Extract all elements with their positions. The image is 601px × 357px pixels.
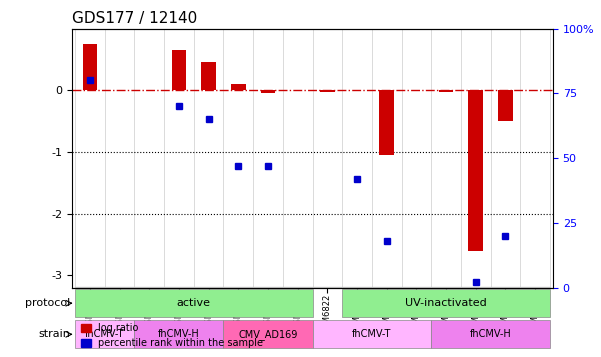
Text: fhCMV-H: fhCMV-H — [470, 329, 511, 339]
Bar — [439, 90, 454, 92]
FancyBboxPatch shape — [313, 320, 432, 348]
Bar — [201, 62, 216, 90]
Text: fhCMV-T: fhCMV-T — [85, 329, 124, 339]
Text: CMV_AD169: CMV_AD169 — [239, 329, 297, 340]
Bar — [498, 90, 513, 121]
Text: GDS177 / 12140: GDS177 / 12140 — [72, 11, 197, 26]
Bar — [320, 90, 335, 92]
FancyBboxPatch shape — [432, 320, 550, 348]
Bar — [231, 84, 246, 90]
Legend: log ratio, percentile rank within the sample: log ratio, percentile rank within the sa… — [77, 320, 267, 352]
Text: UV-inactivated: UV-inactivated — [405, 298, 487, 308]
Text: strain: strain — [38, 329, 71, 339]
FancyBboxPatch shape — [75, 289, 313, 317]
FancyBboxPatch shape — [342, 289, 550, 317]
Bar — [468, 90, 483, 251]
FancyBboxPatch shape — [224, 320, 313, 348]
FancyBboxPatch shape — [75, 320, 135, 348]
FancyBboxPatch shape — [135, 320, 224, 348]
Text: fhCMV-H: fhCMV-H — [158, 329, 200, 339]
Bar — [82, 44, 97, 90]
Bar — [171, 50, 186, 90]
Text: fhCMV-T: fhCMV-T — [352, 329, 392, 339]
Bar — [379, 90, 394, 155]
Text: active: active — [177, 298, 211, 308]
Bar — [261, 90, 275, 93]
Text: protocol: protocol — [25, 298, 71, 308]
